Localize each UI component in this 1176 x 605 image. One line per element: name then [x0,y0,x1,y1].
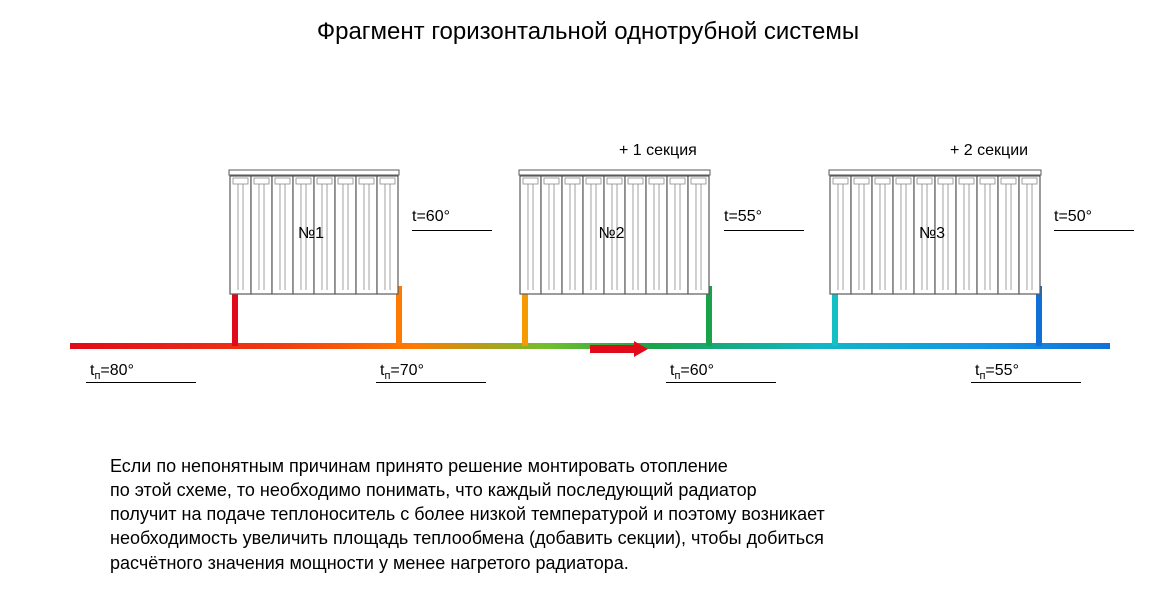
inlet-temp-label: tп=70° [380,362,424,382]
outlet-temp-label: t=50° [1054,208,1092,226]
radiator-id-label: №3 [919,225,945,243]
outlet-temp-label: t=55° [724,208,762,226]
caption: Если по непонятным причинам принято реше… [110,454,1070,575]
radiator-id-label: №1 [298,225,324,243]
rad2 [519,170,712,346]
page: Фрагмент горизонтальной однотрубной сист… [0,0,1176,605]
inlet-temp-label: tп=55° [975,362,1019,382]
add-sections-label: + 1 секция [619,142,697,160]
add-sections-label: + 2 секции [950,142,1028,160]
radiator-id-label: №2 [599,225,625,243]
rad3 [829,170,1042,346]
outlet-temp-label: t=60° [412,208,450,226]
rad1 [229,170,402,346]
inlet-temp-label: tп=80° [90,362,134,382]
inlet-temp-label: tп=60° [670,362,714,382]
